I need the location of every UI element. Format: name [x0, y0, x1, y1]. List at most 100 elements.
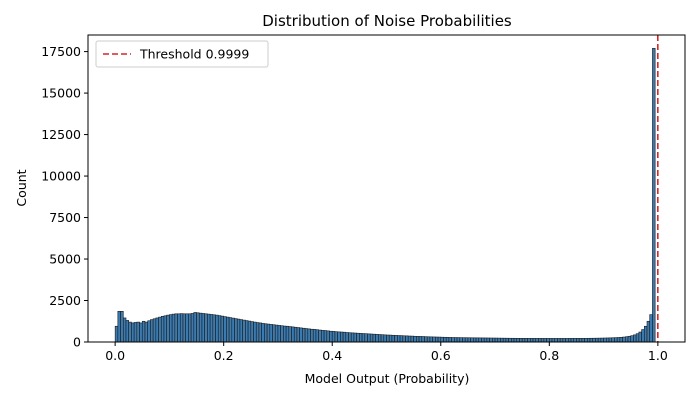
histogram-bar	[584, 338, 588, 343]
histogram-bar	[516, 337, 520, 343]
histogram-bar	[204, 313, 208, 343]
histogram-bar	[321, 330, 325, 343]
histogram-bar	[397, 335, 401, 343]
histogram-bar	[125, 320, 129, 343]
histogram-bar	[239, 319, 243, 343]
histogram-bar	[513, 337, 518, 343]
histogram-bar	[559, 338, 564, 343]
histogram-bar	[470, 337, 474, 343]
histogram-bar	[394, 335, 398, 343]
x-axis-label: Model Output (Probability)	[305, 371, 470, 386]
histogram-bar	[120, 310, 124, 343]
histogram-bar	[152, 318, 157, 343]
histogram-bar	[630, 335, 634, 343]
histogram-bar	[253, 321, 257, 343]
histogram-bar	[160, 315, 165, 343]
histogram-bar	[511, 337, 515, 343]
histogram-bar	[462, 337, 466, 343]
histogram-bar	[597, 337, 602, 343]
histogram-bar	[546, 338, 550, 343]
histogram-bar	[342, 331, 347, 343]
histogram-bar	[633, 334, 637, 343]
histogram-bar	[245, 320, 249, 343]
y-tick-label: 15000	[41, 86, 81, 101]
histogram-bar	[616, 337, 621, 343]
histogram-bar	[266, 323, 271, 343]
histogram-bar	[497, 337, 501, 343]
histogram-bar	[473, 337, 477, 343]
histogram-bar	[424, 336, 428, 343]
histogram-bar	[272, 324, 276, 343]
histogram-bar	[494, 337, 499, 343]
histogram-bar	[299, 327, 303, 343]
histogram-bar	[451, 337, 455, 343]
histogram-bar	[261, 323, 265, 343]
histogram-bar	[410, 335, 414, 343]
histogram-bar	[147, 320, 151, 343]
histogram-bar	[144, 321, 149, 343]
histogram-bar	[220, 315, 224, 343]
histogram-bar	[578, 338, 583, 343]
histogram-bar	[454, 337, 458, 343]
histogram-bar	[250, 321, 254, 343]
histogram-bar	[443, 336, 447, 343]
histogram-bar	[169, 314, 173, 343]
histogram-bar	[288, 326, 292, 343]
histogram-bar	[296, 327, 300, 343]
histogram-bar	[405, 335, 409, 343]
y-tick-label: 12500	[41, 127, 81, 142]
x-axis-ticks: 0.0 0.2 0.4 0.6 0.8 1.0	[105, 342, 668, 363]
y-axis-ticks: 0 2500 5000 7500 10000 12500 15000 17500	[41, 44, 88, 350]
histogram-bar	[614, 337, 618, 343]
histogram-bar	[459, 337, 463, 343]
histogram-bar	[226, 316, 230, 343]
histogram-bar	[201, 313, 205, 343]
histogram-bar	[635, 333, 640, 343]
histogram-bar	[361, 333, 366, 343]
histogram-bar	[448, 337, 452, 343]
histogram-bar	[437, 336, 442, 343]
legend-box	[95, 40, 269, 68]
histogram-bar	[383, 334, 387, 343]
histogram-bar	[318, 329, 322, 343]
histogram-bar	[283, 325, 287, 343]
histogram-bar	[380, 334, 385, 343]
y-tick-label: 2500	[49, 293, 81, 308]
histogram-bar	[608, 337, 613, 343]
histogram-bar	[421, 336, 425, 343]
histogram-bar	[429, 336, 433, 343]
histogram-bar	[163, 315, 167, 343]
histogram-bar	[432, 336, 436, 343]
histogram-bar	[524, 338, 528, 343]
histogram-bar	[530, 338, 534, 343]
histogram-bar	[605, 337, 610, 343]
histogram-bar	[236, 318, 241, 343]
histogram-bar	[312, 329, 317, 343]
histogram-bar	[350, 332, 355, 343]
histogram-bar	[638, 331, 642, 343]
histogram-bar	[337, 331, 341, 343]
histogram-bar	[643, 325, 648, 343]
histogram-bar	[418, 336, 423, 343]
x-tick-label: 0.8	[539, 348, 559, 363]
histogram-bar	[340, 331, 344, 343]
histogram-bar	[391, 334, 395, 343]
histogram-bar	[329, 330, 333, 343]
axes	[87, 34, 686, 343]
histogram-bar	[291, 326, 295, 343]
histogram-bar	[554, 338, 558, 343]
histogram-bar	[190, 313, 195, 343]
histogram-bar	[348, 332, 352, 343]
histogram-bar	[624, 336, 629, 343]
histogram-bar	[231, 317, 235, 343]
histogram-bar	[508, 337, 512, 343]
histogram-bar	[538, 338, 542, 343]
legend-threshold-label: Threshold 0.9999	[139, 47, 249, 62]
histogram-bar	[302, 327, 306, 343]
histogram-bar	[334, 331, 338, 343]
histogram-bar	[209, 314, 214, 343]
histogram-bar	[600, 337, 604, 343]
histogram-bar	[551, 338, 556, 343]
histogram-bar	[413, 335, 417, 343]
histogram-bar	[293, 326, 298, 343]
